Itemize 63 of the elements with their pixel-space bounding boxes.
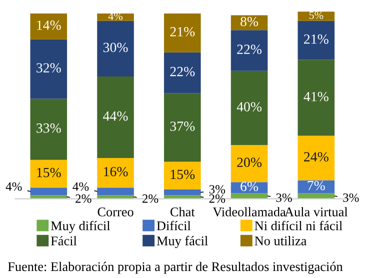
legend-label: Difícil <box>156 220 191 230</box>
bar <box>97 76 134 158</box>
data-label: 21% <box>304 34 328 44</box>
bar <box>30 13 68 40</box>
data-label: 15% <box>37 168 61 178</box>
bar <box>164 93 201 162</box>
bar <box>30 98 68 160</box>
data-label: 4% <box>72 182 89 191</box>
data-label: 2% <box>76 194 92 203</box>
data-label: 2% <box>209 194 226 203</box>
data-label: 7% <box>308 180 325 190</box>
legend-label: Muy fácil <box>156 236 208 248</box>
bar <box>230 70 268 146</box>
data-label: 2% <box>142 194 158 203</box>
bar <box>97 13 134 21</box>
data-label: 32% <box>36 63 61 73</box>
data-label: 44% <box>103 111 128 121</box>
legend-label: Muy difícil <box>50 220 110 233</box>
data-label: 3% <box>276 193 292 202</box>
data-label: 40% <box>236 102 262 112</box>
data-label: 15% <box>170 170 195 180</box>
bar <box>164 52 201 94</box>
bar <box>298 20 335 60</box>
bar <box>230 30 268 71</box>
bar <box>298 136 335 180</box>
legend-label: Fácil <box>50 236 77 246</box>
bar <box>164 162 201 190</box>
source-note: Fuente: Elaboración propia a partir de Resultados investigación <box>8 262 343 274</box>
data-label: 8% <box>240 16 258 26</box>
legend-label: No utiliza <box>254 236 307 246</box>
legend-label: Ni difícil ni fácil <box>254 220 342 230</box>
bar <box>97 20 134 76</box>
data-label: 24% <box>304 152 328 162</box>
bar <box>298 60 335 136</box>
data-label: 3% <box>343 193 359 202</box>
x-tick-label: Videollamada <box>212 207 286 216</box>
data-label: 16% <box>104 166 128 176</box>
data-label: 6% <box>240 182 258 192</box>
data-label: 37% <box>170 122 195 131</box>
data-label: 22% <box>237 44 262 54</box>
bar <box>30 160 68 188</box>
data-label: 33% <box>36 123 61 133</box>
bar <box>230 145 268 182</box>
bar <box>298 12 335 21</box>
bar <box>30 188 68 196</box>
bar <box>30 39 68 99</box>
bar <box>97 158 134 188</box>
x-tick-label: Correo <box>98 208 134 216</box>
data-label: 20% <box>237 158 262 168</box>
data-label: 3% <box>209 185 226 194</box>
x-tick-label: Aula virtual <box>284 207 348 216</box>
data-label: 4% <box>6 182 22 191</box>
bar <box>164 190 201 196</box>
bar <box>97 188 134 196</box>
data-label: 30% <box>103 42 128 52</box>
data-label: 41% <box>304 92 328 102</box>
bar <box>298 180 335 194</box>
data-label: 21% <box>170 27 195 36</box>
x-tick-label: Chat <box>170 207 195 216</box>
data-label: 14% <box>37 20 61 30</box>
bar <box>164 13 201 52</box>
data-label: 5% <box>309 12 324 20</box>
data-label: 22% <box>170 66 195 76</box>
